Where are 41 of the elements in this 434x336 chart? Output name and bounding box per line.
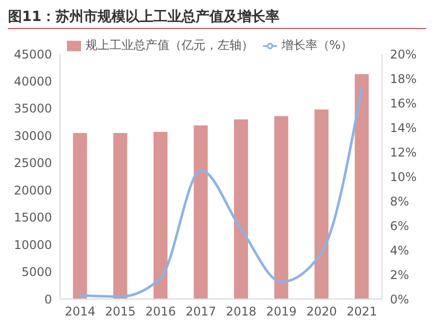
x-tick-label: 2017 [186, 304, 216, 319]
y-tick-label: 0 [44, 292, 52, 306]
x-tick-label: 2015 [105, 304, 136, 319]
y-tick-label: 25000 [14, 156, 52, 170]
bar [73, 132, 87, 299]
y-tick-label: 30000 [14, 128, 52, 143]
y2-tick-label: 12% [390, 145, 417, 160]
y2-tick-label: 14% [390, 120, 417, 135]
y2-tick-label: 6% [390, 218, 410, 233]
y-tick-label: 35000 [14, 102, 52, 116]
y2-tick-label: 20% [390, 47, 417, 62]
y-tick-label: 15000 [14, 210, 52, 225]
y2-tick-label: 2% [390, 268, 410, 282]
legend-label: 规上工业总产值（亿元，左轴） [85, 38, 254, 52]
x-tick-label: 2014 [64, 304, 96, 319]
x-tick-label: 2018 [226, 304, 256, 319]
y2-tick-label: 0% [390, 292, 410, 306]
y-tick-label: 20000 [14, 183, 52, 198]
x-tick-label: 2016 [145, 304, 176, 319]
x-tick-label: 2021 [346, 304, 378, 319]
y-tick-label: 5000 [21, 265, 52, 280]
line-series [78, 86, 364, 298]
bar [113, 132, 128, 299]
legend-label: 增长率（%） [281, 38, 353, 52]
y-tick-label: 45000 [14, 47, 52, 62]
y2-tick-label: 18% [390, 72, 417, 86]
x-tick-label: 2020 [306, 304, 337, 319]
chart-title: 图11：苏州市规模以上工业总产值及增长率 [8, 8, 426, 29]
bar [234, 119, 248, 299]
y2-tick-label: 4% [390, 243, 410, 258]
y2-tick-label: 8% [390, 194, 410, 208]
y2-tick-label: 16% [390, 96, 417, 110]
y-tick-label: 40000 [14, 74, 52, 88]
y-tick-label: 10000 [14, 238, 52, 252]
y2-tick-label: 10% [390, 170, 417, 184]
bar [354, 74, 369, 299]
bar [194, 125, 208, 299]
bar [274, 116, 288, 299]
bar [314, 110, 328, 299]
bar [154, 132, 168, 299]
x-tick-label: 2019 [266, 304, 297, 319]
